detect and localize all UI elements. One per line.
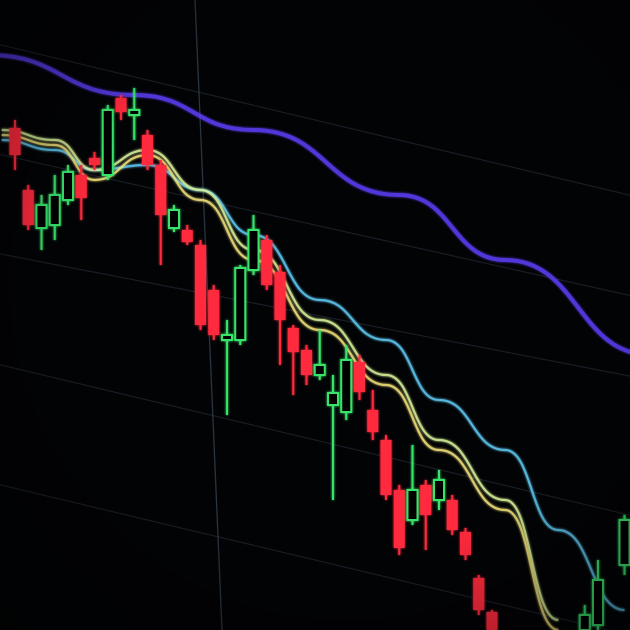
candle-up (35, 195, 48, 250)
candle-body (340, 359, 353, 413)
candle-up (234, 265, 247, 345)
candle-down (301, 345, 312, 385)
candle-body (618, 519, 630, 566)
candle-body (393, 490, 405, 548)
candle-up (592, 560, 604, 630)
candle-down (460, 528, 471, 560)
candle-down (9, 120, 21, 170)
candle-up (578, 605, 591, 630)
candle-body (208, 290, 220, 335)
candle-down (195, 240, 206, 330)
gridline (0, 253, 630, 377)
candle-body (301, 350, 312, 375)
candle-body (354, 362, 365, 392)
candle-body (446, 500, 458, 530)
moving-average-line (1, 128, 559, 622)
candle-down (486, 610, 498, 630)
candle-up (168, 205, 180, 232)
candle-body (274, 272, 286, 320)
candle-body (62, 171, 74, 201)
candle-up (340, 345, 353, 420)
candle-down (89, 152, 100, 170)
candle-body (128, 109, 141, 116)
candle-down (142, 130, 153, 170)
candle-down (115, 95, 127, 120)
moving-average-line (1, 133, 559, 630)
candle-down (155, 160, 167, 265)
candle-up (221, 320, 233, 415)
candle-body (181, 230, 193, 242)
candle-body (22, 190, 34, 225)
candle-body (433, 479, 445, 501)
candle-down (367, 390, 379, 440)
candle-body (247, 229, 260, 271)
candle-body (287, 328, 299, 352)
candle-body (367, 410, 379, 432)
candle-body (195, 245, 206, 325)
candle-down (473, 575, 485, 615)
candle-body (460, 532, 471, 555)
candle-body (155, 165, 167, 215)
candle-up (618, 515, 630, 575)
candle-body (486, 612, 498, 630)
candles (9, 88, 630, 630)
candle-body (578, 614, 591, 630)
candle-body (48, 194, 61, 226)
candle-down (287, 325, 299, 395)
candle-down (393, 485, 405, 555)
candle-body (473, 578, 485, 610)
candle-body (142, 135, 153, 165)
candle-body (221, 334, 233, 341)
candle-down (380, 435, 392, 500)
candle-body (75, 175, 87, 198)
candle-up (313, 330, 326, 380)
candle-body (380, 440, 392, 495)
candle-up (327, 375, 339, 500)
candle-body (234, 267, 247, 341)
candle-body (327, 392, 339, 406)
candle-down (22, 185, 34, 230)
candle-body (313, 364, 326, 376)
moving-average-line (0, 53, 630, 354)
gridline (0, 364, 630, 516)
candle-body (168, 209, 180, 229)
candle-up (433, 470, 445, 510)
candle-down (420, 480, 432, 550)
candle-body (89, 158, 100, 165)
moving-average-lines (0, 53, 630, 630)
candle-body (115, 98, 127, 112)
candle-body (101, 109, 114, 176)
candle-up (62, 165, 74, 205)
candle-down (446, 495, 458, 535)
candle-body (261, 240, 273, 285)
candle-up (48, 175, 61, 240)
candle-body (592, 579, 604, 626)
candle-body (406, 489, 419, 521)
candle-down (261, 235, 273, 290)
candle-body (35, 204, 48, 229)
candle-body (420, 485, 432, 515)
candle-body (9, 128, 21, 155)
moving-average-line (1, 138, 625, 612)
candle-up (247, 215, 260, 275)
candle-down (274, 265, 286, 365)
candle-up (101, 105, 114, 180)
candle-down (208, 285, 220, 340)
candle-down (181, 225, 193, 245)
candle-up (406, 445, 419, 525)
